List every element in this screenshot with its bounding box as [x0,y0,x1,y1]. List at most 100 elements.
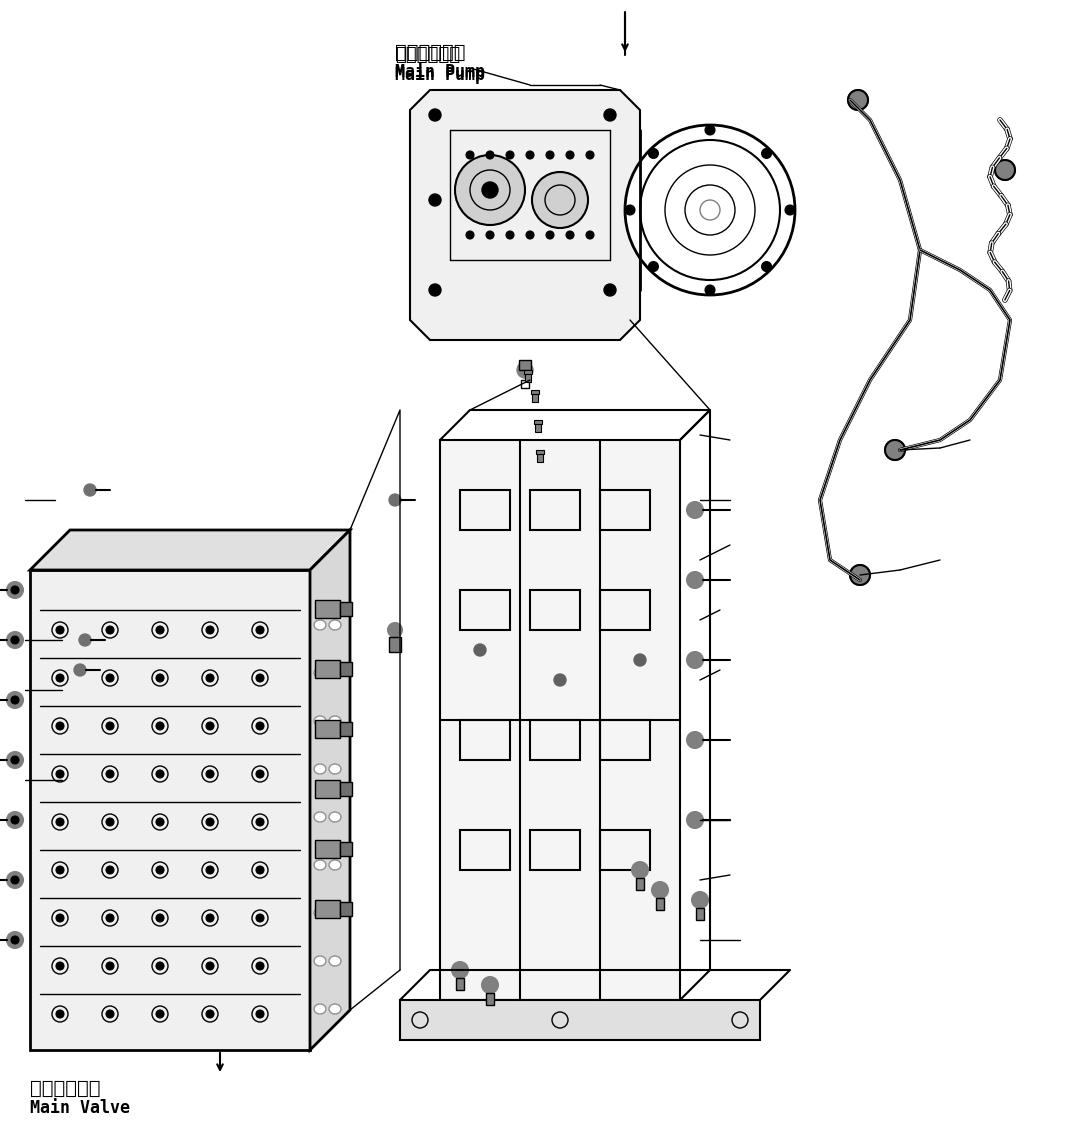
Circle shape [206,1010,214,1018]
Circle shape [567,151,574,159]
Circle shape [687,812,703,828]
Ellipse shape [314,908,326,919]
Ellipse shape [328,764,341,774]
Circle shape [206,626,214,634]
Circle shape [156,1010,164,1018]
Circle shape [761,261,771,272]
Bar [340,602,352,616]
Circle shape [106,962,114,970]
Bar [314,659,340,678]
Bar [340,903,352,916]
Circle shape [6,932,23,948]
Bar [534,420,542,424]
Bar [340,662,352,675]
Circle shape [506,151,514,159]
Circle shape [256,866,264,874]
Bar [314,780,340,798]
Circle shape [84,484,96,496]
Circle shape [106,674,114,682]
Bar [460,489,510,531]
Ellipse shape [314,956,326,966]
Text: Main Valve: Main Valve [30,1099,130,1117]
Bar [314,600,340,618]
Bar [600,830,651,869]
Bar [521,380,529,388]
Circle shape [486,230,494,238]
Bar [600,489,651,531]
Text: メインポンプ: メインポンプ [395,46,460,64]
Bar [600,590,651,630]
Bar [314,900,340,919]
Circle shape [532,172,588,228]
Circle shape [785,205,795,215]
Circle shape [648,261,658,272]
Circle shape [56,818,64,826]
Bar [460,590,510,630]
Circle shape [56,866,64,874]
Circle shape [156,866,164,874]
Ellipse shape [625,126,795,296]
Bar [537,454,543,462]
Circle shape [885,440,905,460]
Circle shape [632,861,648,879]
Circle shape [466,151,474,159]
Circle shape [452,962,468,978]
Ellipse shape [328,667,341,678]
Circle shape [850,565,870,585]
Bar [535,424,541,432]
Polygon shape [30,570,310,1050]
Circle shape [11,586,19,594]
Circle shape [546,151,554,159]
Circle shape [256,962,264,970]
Circle shape [482,183,498,199]
Polygon shape [310,531,350,1050]
Bar [460,720,510,760]
Ellipse shape [314,667,326,678]
Bar [536,450,544,454]
Circle shape [56,914,64,922]
Circle shape [567,230,574,238]
Circle shape [625,205,635,215]
Circle shape [79,634,90,646]
Circle shape [106,914,114,922]
Circle shape [705,285,715,296]
Bar [530,489,581,531]
Circle shape [56,626,64,634]
Circle shape [687,502,703,518]
Circle shape [11,636,19,644]
Circle shape [156,626,164,634]
Ellipse shape [328,860,341,869]
Ellipse shape [314,860,326,869]
Bar [456,978,464,990]
Circle shape [56,1010,64,1018]
Circle shape [206,818,214,826]
Circle shape [106,818,114,826]
Circle shape [106,770,114,778]
Circle shape [761,148,771,159]
Circle shape [687,733,703,748]
Circle shape [156,674,164,682]
Circle shape [604,110,616,121]
Bar [637,879,644,890]
Circle shape [74,664,86,675]
Circle shape [106,626,114,634]
Circle shape [687,652,703,667]
Bar [340,842,352,856]
Circle shape [256,626,264,634]
Ellipse shape [328,812,341,822]
Bar [532,394,538,402]
Circle shape [206,674,214,682]
Bar [530,830,581,869]
Circle shape [206,962,214,970]
Circle shape [156,962,164,970]
Circle shape [526,230,534,238]
Circle shape [106,1010,114,1018]
Ellipse shape [314,620,326,630]
Circle shape [11,876,19,884]
Bar [314,720,340,738]
Circle shape [106,866,114,874]
Circle shape [106,722,114,730]
Circle shape [648,148,658,159]
Circle shape [466,230,474,238]
Bar [656,898,665,911]
